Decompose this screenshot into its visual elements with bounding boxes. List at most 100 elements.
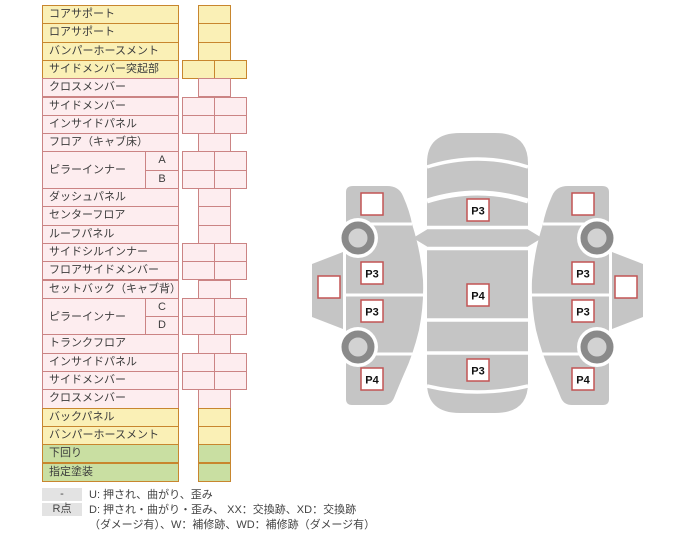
damage-marker-empty <box>317 275 341 299</box>
damage-status-cell <box>182 114 215 135</box>
marker-label: P4 <box>576 375 590 387</box>
part-name: ダッシュパネル <box>42 188 179 208</box>
pillar-section-label: A <box>145 151 179 171</box>
part-row: クロスメンバー <box>42 78 248 98</box>
part-name: フロア（キャブ床） <box>42 133 179 153</box>
part-name: サイドメンバー <box>42 371 179 391</box>
damage-status-cell <box>198 444 231 464</box>
damage-status-cell <box>214 96 247 116</box>
part-row: サイドメンバー <box>42 96 248 116</box>
damage-status-cell <box>198 5 231 25</box>
damage-status-cell <box>198 41 231 61</box>
damage-status-cell <box>182 297 215 318</box>
marker-label: P3 <box>471 366 484 378</box>
part-row: コアサポート <box>42 5 248 25</box>
photo-marker[interactable]: P3 <box>571 261 595 285</box>
legend-text: D: 押され・曲がり・歪み、 XX：交換跡、XD：交換跡 <box>89 504 357 516</box>
damage-status-cell <box>214 151 247 171</box>
legend-badge: - <box>42 488 82 501</box>
part-row: クロスメンバー <box>42 389 248 409</box>
marker-box[interactable] <box>360 367 384 391</box>
part-row: トランクフロア <box>42 334 248 354</box>
damage-status-cell <box>214 242 247 263</box>
legend-text: U: 押され、曲がり、歪み <box>89 489 213 501</box>
damage-status-cell <box>198 206 231 226</box>
part-row: ロアサポート <box>42 23 248 43</box>
damage-status-cell <box>198 462 231 482</box>
part-row: インサイドパネル <box>42 114 248 135</box>
marker-label: P3 <box>471 206 484 218</box>
damage-status-cell <box>198 224 231 244</box>
part-row: センターフロア <box>42 206 248 226</box>
part-name: ピラーインナー <box>42 151 146 189</box>
damage-status-cell <box>198 425 231 446</box>
damage-code-legend: - U: 押され、曲がり、歪み R点 D: 押され・曲がり・歪み、 XX：交換跡… <box>42 488 375 533</box>
part-name: セットバック（キャブ背） <box>42 279 179 299</box>
marker-box[interactable] <box>466 198 490 222</box>
part-row: サイドメンバー突起部 <box>42 59 248 80</box>
part-row: ルーフパネル <box>42 224 248 244</box>
marker-box <box>360 192 384 216</box>
part-row: 下回り <box>42 444 248 464</box>
part-row: サイドメンバー <box>42 371 248 391</box>
part-name: ルーフパネル <box>42 224 179 244</box>
part-name: バックパネル <box>42 407 179 427</box>
marker-box <box>614 275 638 299</box>
marker-box <box>571 192 595 216</box>
damage-marker-empty <box>360 192 384 216</box>
photo-marker[interactable]: P3 <box>571 299 595 323</box>
marker-label: P4 <box>471 291 485 303</box>
part-name: 下回り <box>42 444 179 464</box>
marker-box[interactable] <box>360 299 384 323</box>
part-row: 指定塗装 <box>42 462 248 482</box>
damage-status-cell <box>182 96 215 116</box>
part-row: バンパーホースメント <box>42 41 248 61</box>
part-name: サイドシルインナー <box>42 242 179 263</box>
legend-text: （ダメージ有）、W：補修跡、WD：補修跡（ダメージ有） <box>89 519 376 531</box>
legend-badge: R点 <box>42 503 82 516</box>
part-name: バンパーホースメント <box>42 41 179 61</box>
damage-status-cell <box>214 169 247 189</box>
part-name: サイドメンバー <box>42 96 179 116</box>
marker-box[interactable] <box>466 358 490 382</box>
marker-box[interactable] <box>466 283 490 307</box>
marker-box[interactable] <box>571 261 595 285</box>
marker-box[interactable] <box>360 261 384 285</box>
pillar-section-label: D <box>145 316 179 336</box>
photo-marker[interactable]: P3 <box>466 198 490 222</box>
damage-status-cell <box>198 78 231 98</box>
marker-box[interactable] <box>571 367 595 391</box>
photo-marker[interactable]: P4 <box>466 283 490 307</box>
pillar-section-label: C <box>145 297 179 318</box>
damage-status-cell <box>198 188 231 208</box>
car-top-body <box>427 133 528 413</box>
part-row: フロアサイドメンバー <box>42 261 248 281</box>
damage-status-cell <box>182 242 215 263</box>
legend-badge-spacer <box>42 518 82 531</box>
part-name: インサイドパネル <box>42 114 179 135</box>
photo-marker[interactable]: P3 <box>360 299 384 323</box>
marker-label: P4 <box>365 375 379 387</box>
damage-marker-empty <box>614 275 638 299</box>
marker-label: P3 <box>365 269 378 281</box>
photo-marker[interactable]: P4 <box>571 367 595 391</box>
damage-status-cell <box>214 261 247 281</box>
part-row: セットバック（キャブ背） <box>42 279 248 299</box>
part-name: サイドメンバー突起部 <box>42 59 179 80</box>
roof-pillar-band <box>413 229 542 247</box>
part-row: インサイドパネル <box>42 352 248 372</box>
marker-box[interactable] <box>571 299 595 323</box>
damage-status-cell <box>214 352 247 372</box>
damage-status-cell <box>198 334 231 354</box>
damage-status-cell <box>198 23 231 43</box>
photo-marker[interactable]: P4 <box>360 367 384 391</box>
part-name: ロアサポート <box>42 23 179 43</box>
part-row: ピラーインナー C <box>42 297 248 336</box>
photo-marker[interactable]: P3 <box>360 261 384 285</box>
photo-marker[interactable]: P3 <box>466 358 490 382</box>
damage-status-cell <box>182 371 215 391</box>
damage-status-cell <box>182 151 215 171</box>
part-name: フロアサイドメンバー <box>42 261 179 281</box>
part-name: コアサポート <box>42 5 179 25</box>
part-row: B <box>42 169 248 189</box>
